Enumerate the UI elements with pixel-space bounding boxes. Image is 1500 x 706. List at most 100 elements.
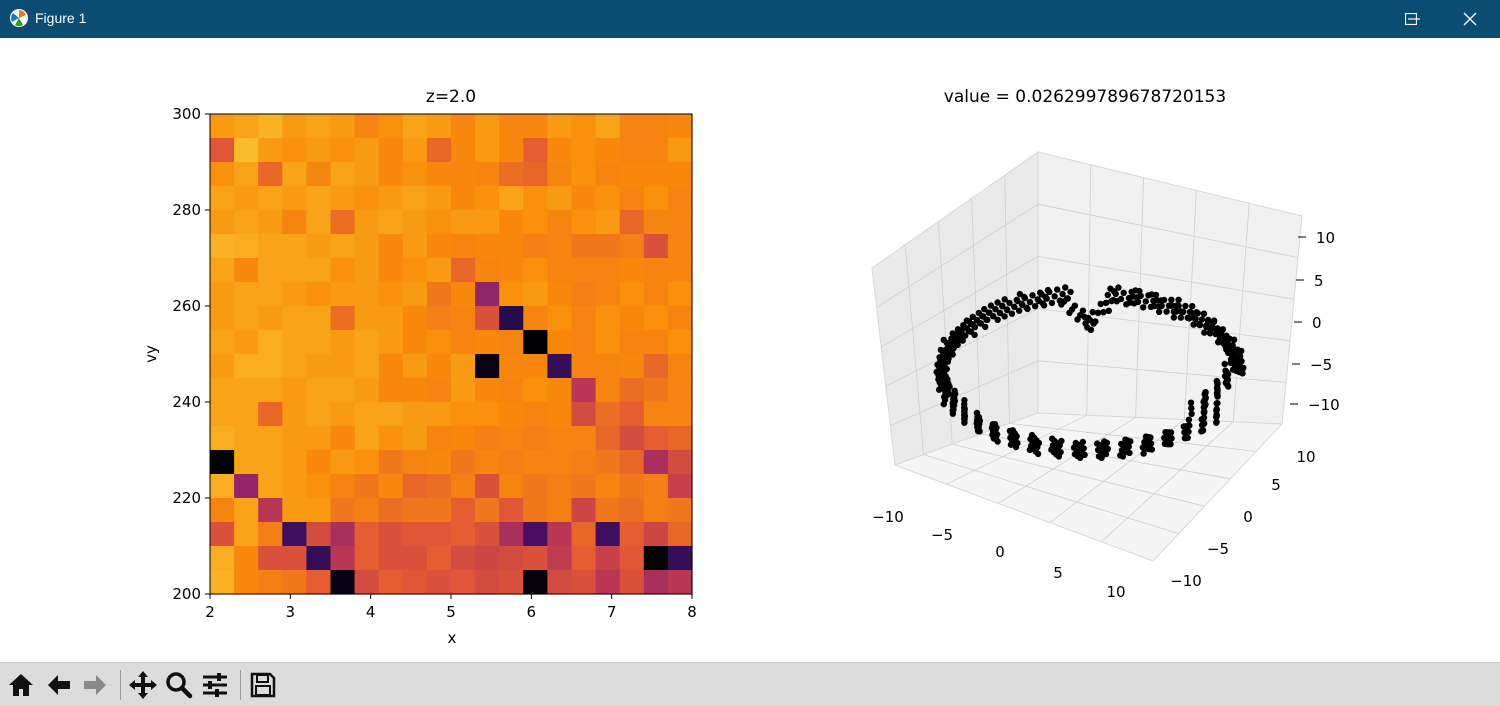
scatter-point — [943, 365, 950, 373]
heatmap-cell — [619, 258, 645, 283]
scatter-point — [987, 302, 995, 309]
scatter-point — [945, 390, 953, 398]
minimize-icon — [1408, 18, 1420, 20]
heatmap-cell — [426, 354, 452, 379]
home-button[interactable] — [4, 669, 38, 701]
scatter-point — [1079, 307, 1087, 314]
heatmap-cell — [667, 210, 693, 235]
heatmap-cell — [499, 282, 524, 307]
heatmap-cell — [402, 498, 428, 523]
heatmap-cell — [571, 522, 597, 547]
scatter-point — [1240, 364, 1247, 372]
heatmap-cell — [571, 354, 597, 379]
heatmap-cell — [523, 402, 548, 427]
heatmap-cell — [306, 210, 332, 235]
save-icon — [250, 672, 276, 698]
heatmap-cell — [667, 354, 693, 379]
scatter-point — [1175, 302, 1182, 309]
scatter-point — [1224, 376, 1232, 383]
maximize-button[interactable] — [1382, 0, 1440, 38]
heatmap-cell — [378, 354, 404, 379]
heatmap-cell — [426, 522, 452, 547]
heatmap-cell — [330, 474, 356, 499]
scatter-point — [1214, 393, 1221, 400]
heatmap-cell — [667, 162, 693, 187]
heatmap-cell — [258, 114, 283, 139]
heatmap-cell — [643, 234, 669, 259]
minimize-button[interactable] — [1385, 0, 1443, 38]
heatmap-cell — [571, 498, 597, 523]
configure-subplots-button[interactable] — [198, 669, 232, 701]
heatmap-cell — [475, 546, 500, 571]
save-button[interactable] — [246, 669, 280, 701]
title-bar: Figure 1 — [0, 0, 1500, 38]
scatter-point — [1206, 330, 1214, 337]
configure-subplots-icon — [203, 673, 227, 697]
figure-canvas[interactable]: 2 3 4 5 6 7 8 200 220 240 260 280 300 z=2.0 x vy va… — [0, 38, 1500, 662]
heatmap-cell — [426, 162, 452, 187]
scatter-point — [1081, 313, 1088, 321]
heatmap-cell — [643, 330, 669, 355]
scatter-point — [1048, 446, 1055, 453]
heatmap-cell — [282, 138, 307, 163]
heatmap-cell — [258, 306, 283, 331]
heatmap-ylabel: vy — [142, 345, 160, 363]
heatmap-cell — [499, 354, 524, 379]
scatter-point — [1049, 435, 1056, 442]
heatmap-cell — [258, 234, 283, 259]
scatter-point — [1001, 296, 1008, 303]
forward-button[interactable] — [78, 669, 112, 701]
heatmap-cell — [547, 114, 573, 139]
heatmap-cell — [619, 306, 645, 331]
heatmap-cell — [306, 234, 332, 259]
back-button[interactable] — [42, 669, 76, 701]
heatmap-cell — [475, 234, 500, 259]
heatmap-cell — [643, 474, 669, 499]
scatter-point — [1230, 336, 1238, 343]
scatter-point — [956, 336, 963, 343]
heatmap-cell — [475, 378, 500, 403]
heatmap-cell — [258, 282, 283, 307]
heatmap-cell — [667, 258, 693, 283]
heatmap-cell — [595, 378, 621, 403]
scatter-point — [1162, 429, 1169, 436]
heatmap-cell — [330, 546, 356, 571]
pan-button[interactable] — [126, 669, 160, 701]
heatmap-cell — [643, 210, 669, 235]
heatmap-cell — [451, 258, 476, 283]
scatter-point — [1117, 295, 1125, 303]
heatmap-cell — [547, 378, 573, 403]
heatmap-cell — [330, 522, 356, 547]
heatmap-cell — [523, 234, 548, 259]
heatmap-cell — [330, 282, 356, 307]
heatmap-cell — [523, 330, 548, 355]
heatmap-cell — [499, 210, 524, 235]
heatmap-cell — [258, 162, 283, 187]
heatmap-cell — [523, 210, 548, 235]
heatmap-cell — [619, 282, 645, 307]
heatmap-cell — [547, 570, 573, 595]
scatter-point — [935, 361, 942, 368]
heatmap-cell — [354, 570, 380, 595]
heatmap-cell — [402, 546, 428, 571]
heatmap-cell — [499, 234, 524, 259]
scatter-point — [981, 305, 988, 313]
heatmap-cell — [354, 426, 380, 451]
scatter-point — [1094, 309, 1102, 316]
zoom-button[interactable] — [162, 669, 196, 701]
scatter-point — [1139, 444, 1147, 451]
heatmap-cell — [258, 474, 283, 499]
heatmap-cell — [571, 258, 597, 283]
home-icon — [9, 674, 33, 696]
heatmap-cell — [499, 402, 524, 427]
heatmap-cell — [619, 546, 645, 571]
heatmap-cell — [354, 186, 380, 211]
heatmap-cell — [306, 306, 332, 331]
heatmap-cell — [210, 546, 235, 571]
heatmap-cell — [499, 114, 524, 139]
scatter-point — [1035, 297, 1043, 305]
close-button[interactable] — [1441, 0, 1499, 38]
scatter-point — [1021, 294, 1029, 302]
gridline — [1037, 360, 1287, 383]
scatter-point — [1213, 413, 1220, 421]
